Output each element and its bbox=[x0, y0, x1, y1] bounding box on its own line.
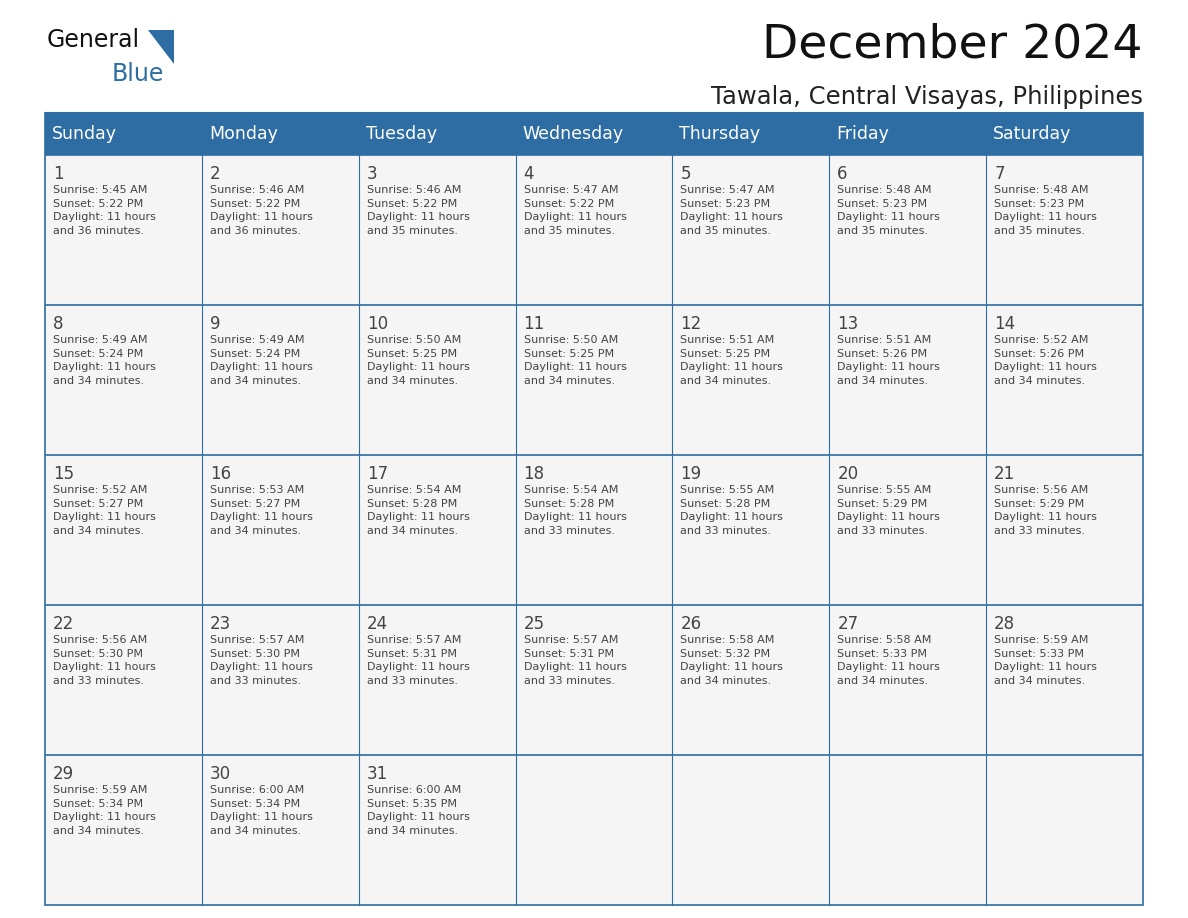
Text: 23: 23 bbox=[210, 615, 232, 633]
Text: Sunrise: 5:54 AM
Sunset: 5:28 PM
Daylight: 11 hours
and 33 minutes.: Sunrise: 5:54 AM Sunset: 5:28 PM Dayligh… bbox=[524, 485, 626, 536]
Text: Sunrise: 5:59 AM
Sunset: 5:33 PM
Daylight: 11 hours
and 34 minutes.: Sunrise: 5:59 AM Sunset: 5:33 PM Dayligh… bbox=[994, 635, 1097, 686]
Text: 12: 12 bbox=[681, 315, 702, 333]
Text: Tawala, Central Visayas, Philippines: Tawala, Central Visayas, Philippines bbox=[710, 85, 1143, 109]
Text: Sunrise: 5:55 AM
Sunset: 5:29 PM
Daylight: 11 hours
and 33 minutes.: Sunrise: 5:55 AM Sunset: 5:29 PM Dayligh… bbox=[838, 485, 940, 536]
Text: Sunrise: 5:56 AM
Sunset: 5:30 PM
Daylight: 11 hours
and 33 minutes.: Sunrise: 5:56 AM Sunset: 5:30 PM Dayligh… bbox=[53, 635, 156, 686]
Text: Blue: Blue bbox=[112, 62, 164, 86]
Bar bbox=[45, 113, 1143, 155]
Text: 22: 22 bbox=[53, 615, 74, 633]
Text: Sunrise: 5:47 AM
Sunset: 5:22 PM
Daylight: 11 hours
and 35 minutes.: Sunrise: 5:47 AM Sunset: 5:22 PM Dayligh… bbox=[524, 185, 626, 236]
Text: 1: 1 bbox=[53, 165, 64, 183]
Text: Sunrise: 6:00 AM
Sunset: 5:34 PM
Daylight: 11 hours
and 34 minutes.: Sunrise: 6:00 AM Sunset: 5:34 PM Dayligh… bbox=[210, 785, 312, 835]
Text: Sunrise: 5:51 AM
Sunset: 5:25 PM
Daylight: 11 hours
and 34 minutes.: Sunrise: 5:51 AM Sunset: 5:25 PM Dayligh… bbox=[681, 335, 783, 386]
Text: 31: 31 bbox=[367, 765, 388, 783]
Text: Sunrise: 5:50 AM
Sunset: 5:25 PM
Daylight: 11 hours
and 34 minutes.: Sunrise: 5:50 AM Sunset: 5:25 PM Dayligh… bbox=[524, 335, 626, 386]
Text: 13: 13 bbox=[838, 315, 859, 333]
Text: Sunrise: 5:52 AM
Sunset: 5:26 PM
Daylight: 11 hours
and 34 minutes.: Sunrise: 5:52 AM Sunset: 5:26 PM Dayligh… bbox=[994, 335, 1097, 386]
Text: Wednesday: Wednesday bbox=[523, 125, 624, 143]
Text: 3: 3 bbox=[367, 165, 378, 183]
Text: 6: 6 bbox=[838, 165, 848, 183]
Text: Monday: Monday bbox=[209, 125, 278, 143]
Text: Sunrise: 5:54 AM
Sunset: 5:28 PM
Daylight: 11 hours
and 34 minutes.: Sunrise: 5:54 AM Sunset: 5:28 PM Dayligh… bbox=[367, 485, 469, 536]
Text: Sunrise: 5:45 AM
Sunset: 5:22 PM
Daylight: 11 hours
and 36 minutes.: Sunrise: 5:45 AM Sunset: 5:22 PM Dayligh… bbox=[53, 185, 156, 236]
Text: Sunrise: 5:50 AM
Sunset: 5:25 PM
Daylight: 11 hours
and 34 minutes.: Sunrise: 5:50 AM Sunset: 5:25 PM Dayligh… bbox=[367, 335, 469, 386]
Text: Sunrise: 5:53 AM
Sunset: 5:27 PM
Daylight: 11 hours
and 34 minutes.: Sunrise: 5:53 AM Sunset: 5:27 PM Dayligh… bbox=[210, 485, 312, 536]
Text: Sunrise: 5:49 AM
Sunset: 5:24 PM
Daylight: 11 hours
and 34 minutes.: Sunrise: 5:49 AM Sunset: 5:24 PM Dayligh… bbox=[210, 335, 312, 386]
Text: Sunrise: 5:56 AM
Sunset: 5:29 PM
Daylight: 11 hours
and 33 minutes.: Sunrise: 5:56 AM Sunset: 5:29 PM Dayligh… bbox=[994, 485, 1097, 536]
Text: 16: 16 bbox=[210, 465, 230, 483]
Bar bbox=[45, 755, 1143, 905]
Text: 5: 5 bbox=[681, 165, 691, 183]
Text: 19: 19 bbox=[681, 465, 702, 483]
Text: Sunrise: 5:55 AM
Sunset: 5:28 PM
Daylight: 11 hours
and 33 minutes.: Sunrise: 5:55 AM Sunset: 5:28 PM Dayligh… bbox=[681, 485, 783, 536]
Text: 26: 26 bbox=[681, 615, 702, 633]
Text: Sunrise: 5:51 AM
Sunset: 5:26 PM
Daylight: 11 hours
and 34 minutes.: Sunrise: 5:51 AM Sunset: 5:26 PM Dayligh… bbox=[838, 335, 940, 386]
Text: 8: 8 bbox=[53, 315, 63, 333]
Bar bbox=[45, 605, 1143, 755]
Text: 10: 10 bbox=[367, 315, 387, 333]
Text: 17: 17 bbox=[367, 465, 387, 483]
Text: 15: 15 bbox=[53, 465, 74, 483]
Text: 25: 25 bbox=[524, 615, 544, 633]
Text: General: General bbox=[48, 28, 140, 52]
Bar bbox=[45, 155, 1143, 305]
Text: Sunrise: 5:49 AM
Sunset: 5:24 PM
Daylight: 11 hours
and 34 minutes.: Sunrise: 5:49 AM Sunset: 5:24 PM Dayligh… bbox=[53, 335, 156, 386]
Text: Sunrise: 5:46 AM
Sunset: 5:22 PM
Daylight: 11 hours
and 35 minutes.: Sunrise: 5:46 AM Sunset: 5:22 PM Dayligh… bbox=[367, 185, 469, 236]
Text: 7: 7 bbox=[994, 165, 1005, 183]
Text: 29: 29 bbox=[53, 765, 74, 783]
Text: Sunday: Sunday bbox=[52, 125, 116, 143]
Text: 27: 27 bbox=[838, 615, 859, 633]
Text: 14: 14 bbox=[994, 315, 1016, 333]
Text: Sunrise: 6:00 AM
Sunset: 5:35 PM
Daylight: 11 hours
and 34 minutes.: Sunrise: 6:00 AM Sunset: 5:35 PM Dayligh… bbox=[367, 785, 469, 835]
Text: 30: 30 bbox=[210, 765, 230, 783]
Text: Thursday: Thursday bbox=[680, 125, 760, 143]
Text: Tuesday: Tuesday bbox=[366, 125, 437, 143]
Text: Sunrise: 5:58 AM
Sunset: 5:33 PM
Daylight: 11 hours
and 34 minutes.: Sunrise: 5:58 AM Sunset: 5:33 PM Dayligh… bbox=[838, 635, 940, 686]
Text: Sunrise: 5:52 AM
Sunset: 5:27 PM
Daylight: 11 hours
and 34 minutes.: Sunrise: 5:52 AM Sunset: 5:27 PM Dayligh… bbox=[53, 485, 156, 536]
Text: Sunrise: 5:57 AM
Sunset: 5:31 PM
Daylight: 11 hours
and 33 minutes.: Sunrise: 5:57 AM Sunset: 5:31 PM Dayligh… bbox=[367, 635, 469, 686]
Text: Sunrise: 5:48 AM
Sunset: 5:23 PM
Daylight: 11 hours
and 35 minutes.: Sunrise: 5:48 AM Sunset: 5:23 PM Dayligh… bbox=[838, 185, 940, 236]
Text: December 2024: December 2024 bbox=[763, 22, 1143, 67]
Text: 4: 4 bbox=[524, 165, 535, 183]
Text: Sunrise: 5:58 AM
Sunset: 5:32 PM
Daylight: 11 hours
and 34 minutes.: Sunrise: 5:58 AM Sunset: 5:32 PM Dayligh… bbox=[681, 635, 783, 686]
Text: Sunrise: 5:57 AM
Sunset: 5:31 PM
Daylight: 11 hours
and 33 minutes.: Sunrise: 5:57 AM Sunset: 5:31 PM Dayligh… bbox=[524, 635, 626, 686]
Bar bbox=[45, 305, 1143, 455]
Text: 9: 9 bbox=[210, 315, 220, 333]
Text: 11: 11 bbox=[524, 315, 545, 333]
Text: Sunrise: 5:59 AM
Sunset: 5:34 PM
Daylight: 11 hours
and 34 minutes.: Sunrise: 5:59 AM Sunset: 5:34 PM Dayligh… bbox=[53, 785, 156, 835]
Text: 2: 2 bbox=[210, 165, 221, 183]
Polygon shape bbox=[148, 30, 173, 64]
Text: 28: 28 bbox=[994, 615, 1016, 633]
Text: Saturday: Saturday bbox=[993, 125, 1072, 143]
Text: Sunrise: 5:47 AM
Sunset: 5:23 PM
Daylight: 11 hours
and 35 minutes.: Sunrise: 5:47 AM Sunset: 5:23 PM Dayligh… bbox=[681, 185, 783, 236]
Text: 20: 20 bbox=[838, 465, 859, 483]
Text: Sunrise: 5:57 AM
Sunset: 5:30 PM
Daylight: 11 hours
and 33 minutes.: Sunrise: 5:57 AM Sunset: 5:30 PM Dayligh… bbox=[210, 635, 312, 686]
Text: Friday: Friday bbox=[836, 125, 889, 143]
Text: 21: 21 bbox=[994, 465, 1016, 483]
Bar bbox=[45, 455, 1143, 605]
Text: Sunrise: 5:48 AM
Sunset: 5:23 PM
Daylight: 11 hours
and 35 minutes.: Sunrise: 5:48 AM Sunset: 5:23 PM Dayligh… bbox=[994, 185, 1097, 236]
Text: 18: 18 bbox=[524, 465, 544, 483]
Text: Sunrise: 5:46 AM
Sunset: 5:22 PM
Daylight: 11 hours
and 36 minutes.: Sunrise: 5:46 AM Sunset: 5:22 PM Dayligh… bbox=[210, 185, 312, 236]
Text: 24: 24 bbox=[367, 615, 387, 633]
